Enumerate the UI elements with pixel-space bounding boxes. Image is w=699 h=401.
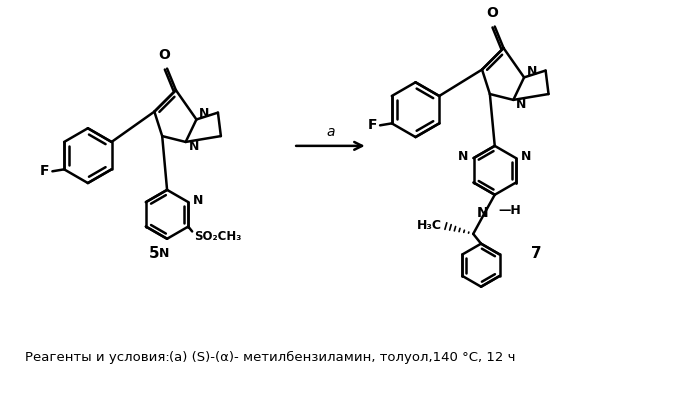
Text: N: N <box>199 107 210 120</box>
Text: 7: 7 <box>531 246 541 261</box>
Text: N: N <box>193 194 203 207</box>
Text: 5: 5 <box>149 246 159 261</box>
Text: (a) (S)-(α)- метилбензиламин, толуол,140 °C, 12 ч: (a) (S)-(α)- метилбензиламин, толуол,140… <box>169 350 516 364</box>
Text: —H: —H <box>498 204 521 217</box>
Text: H₃C: H₃C <box>417 219 442 232</box>
Text: N: N <box>159 247 169 259</box>
Text: N: N <box>527 65 538 78</box>
Text: N: N <box>517 98 526 111</box>
Text: a: a <box>326 125 335 139</box>
Text: N: N <box>459 150 469 163</box>
Text: O: O <box>158 48 170 62</box>
Text: N: N <box>521 150 531 163</box>
Text: Реагенты и условия:: Реагенты и условия: <box>25 350 170 364</box>
Text: F: F <box>40 164 50 178</box>
Text: N: N <box>189 140 199 153</box>
Text: F: F <box>368 118 377 132</box>
Text: N: N <box>477 207 489 221</box>
Text: SO₂CH₃: SO₂CH₃ <box>194 230 241 243</box>
Text: O: O <box>486 6 498 20</box>
